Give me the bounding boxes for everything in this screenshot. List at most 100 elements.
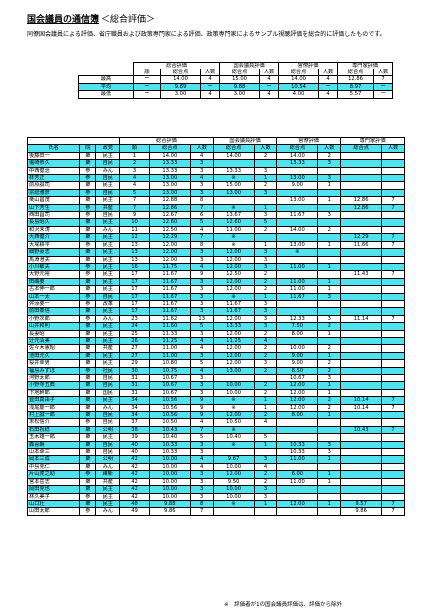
bureaucrat-score	[276, 233, 319, 242]
total-count: 4	[189, 262, 214, 272]
diet-score	[212, 373, 255, 383]
bureaucrat-count: 1	[317, 477, 342, 487]
chamber: 衆	[79, 411, 97, 420]
member-name: 末松信介	[26, 418, 81, 427]
diet-score: 12.00	[212, 314, 255, 324]
party: 民主	[95, 233, 121, 242]
table-row: 山田太郎参みん 49 9.86 7 9.86 7	[26, 507, 405, 516]
table-row: 豊田真由子衆民主 34 10.56 9 ※ 1 12.00 2 10.14 7	[26, 396, 405, 405]
party: 公明	[95, 425, 121, 435]
bureaucrat-count: 3	[317, 174, 342, 183]
rank: 11	[119, 225, 150, 235]
bureaucrat-score: 8.00	[276, 411, 319, 420]
bureaucrat-count: 2	[317, 396, 342, 405]
summary-row: 平均ー 9.89 ー 9.88 ー 10.54 ー 8.97 ー	[78, 82, 394, 92]
chamber: 衆	[79, 455, 97, 464]
bureaucrat-score	[276, 485, 319, 494]
rank: 34	[119, 403, 150, 413]
summary-group-header-row: 総合評価 国会議員評価 官僚評価 専門家評価	[79, 62, 394, 69]
total-score: 11.75	[148, 262, 191, 272]
diet-count: 4	[253, 462, 278, 472]
total-score: 13.00	[148, 188, 191, 198]
bureaucrat-count: 1	[317, 277, 342, 287]
total-score: 11.67	[148, 277, 191, 287]
member-name: 森喜朗	[26, 440, 81, 450]
member-name: 山田太郎	[26, 507, 81, 516]
party: 民主	[95, 499, 121, 509]
expert-count	[381, 433, 405, 442]
bureaucrat-count	[317, 270, 342, 279]
rank: 42	[119, 485, 150, 494]
summary-cell: 4	[259, 90, 280, 99]
chamber: 衆	[79, 196, 97, 205]
total-score: 12.00	[148, 248, 191, 257]
diet-score: 13.33	[212, 322, 255, 331]
total-count: 9	[189, 396, 214, 405]
total-score: 10.56	[148, 403, 191, 413]
chamber: 衆	[79, 351, 97, 361]
chamber: 参	[79, 166, 97, 176]
total-score: 13.00	[148, 181, 191, 190]
chamber: 衆	[79, 285, 97, 294]
party: 自民	[95, 411, 121, 420]
total-score: 12.88	[148, 196, 191, 205]
total-score: 10.75	[148, 366, 191, 376]
table-row: 石田祝稔衆公明 38 10.43 7 ※ 10.43 7	[26, 425, 405, 435]
diet-score: 14.00	[212, 151, 255, 161]
chamber: 参	[79, 366, 97, 376]
bureaucrat-score	[276, 492, 319, 501]
total-score: 11.60	[148, 322, 191, 331]
total-count: 4	[189, 174, 214, 183]
total-count: 6	[189, 211, 214, 220]
diet-score: 11.25	[212, 336, 255, 346]
diet-count: 2	[253, 477, 278, 487]
diet-count: 4	[253, 418, 278, 427]
chamber: 参	[79, 270, 97, 279]
member-name: 桜井幸男	[26, 359, 81, 368]
bureaucrat-score	[276, 418, 319, 427]
summary-cell: 4	[259, 75, 280, 84]
diet-score: 10.40	[212, 433, 255, 442]
bureaucrat-count: 3	[317, 292, 342, 301]
total-count: 3	[189, 351, 214, 361]
expert-count	[381, 470, 405, 479]
diet-score	[212, 507, 255, 516]
diet-count	[253, 448, 278, 457]
party: 改革	[95, 299, 121, 309]
diet-count: 4	[253, 336, 278, 346]
expert-count	[381, 448, 405, 457]
total-count: 4	[189, 418, 214, 427]
table-row: 片山虎之助参維新 42 10.00 3 12.00 2 6.00 1	[26, 470, 405, 479]
chamber: 衆	[79, 277, 97, 287]
total-score: 10.00	[148, 470, 191, 479]
expert-count	[381, 418, 405, 427]
member-name: 岡田克也	[26, 485, 81, 494]
total-score: 13.33	[148, 166, 191, 176]
total-count: 3	[189, 277, 214, 287]
table-row: 林芳正参自民 4 13.00 4 ※ 1 13.00 3	[26, 174, 405, 183]
expert-count: 7	[381, 233, 405, 242]
chamber: 衆	[79, 255, 97, 264]
summary-subheader: 総合点	[160, 69, 201, 77]
chamber: 参	[79, 470, 97, 479]
summary-cell: ー	[199, 82, 221, 92]
bureaucrat-count	[317, 233, 342, 242]
bureaucrat-score: 11.67	[276, 211, 319, 220]
rank: 37	[119, 418, 150, 427]
bureaucrat-count: 3	[317, 159, 342, 168]
bureaucrat-score: 12.00	[276, 403, 319, 413]
bureaucrat-count: 3	[317, 211, 342, 220]
party: 民主	[95, 396, 121, 405]
summary-cell: ー	[373, 90, 394, 99]
party: 民主	[95, 240, 121, 250]
expert-score	[340, 477, 383, 487]
bureaucrat-score	[276, 425, 319, 435]
chamber: 衆	[79, 396, 97, 405]
rank: 27	[119, 344, 150, 353]
diet-score: 10.00	[212, 462, 255, 472]
chamber: 参	[79, 292, 97, 301]
party: 民主	[95, 270, 121, 279]
total-count: 4	[189, 344, 214, 353]
total-count: 3	[189, 166, 214, 176]
bureaucrat-count	[317, 188, 342, 198]
